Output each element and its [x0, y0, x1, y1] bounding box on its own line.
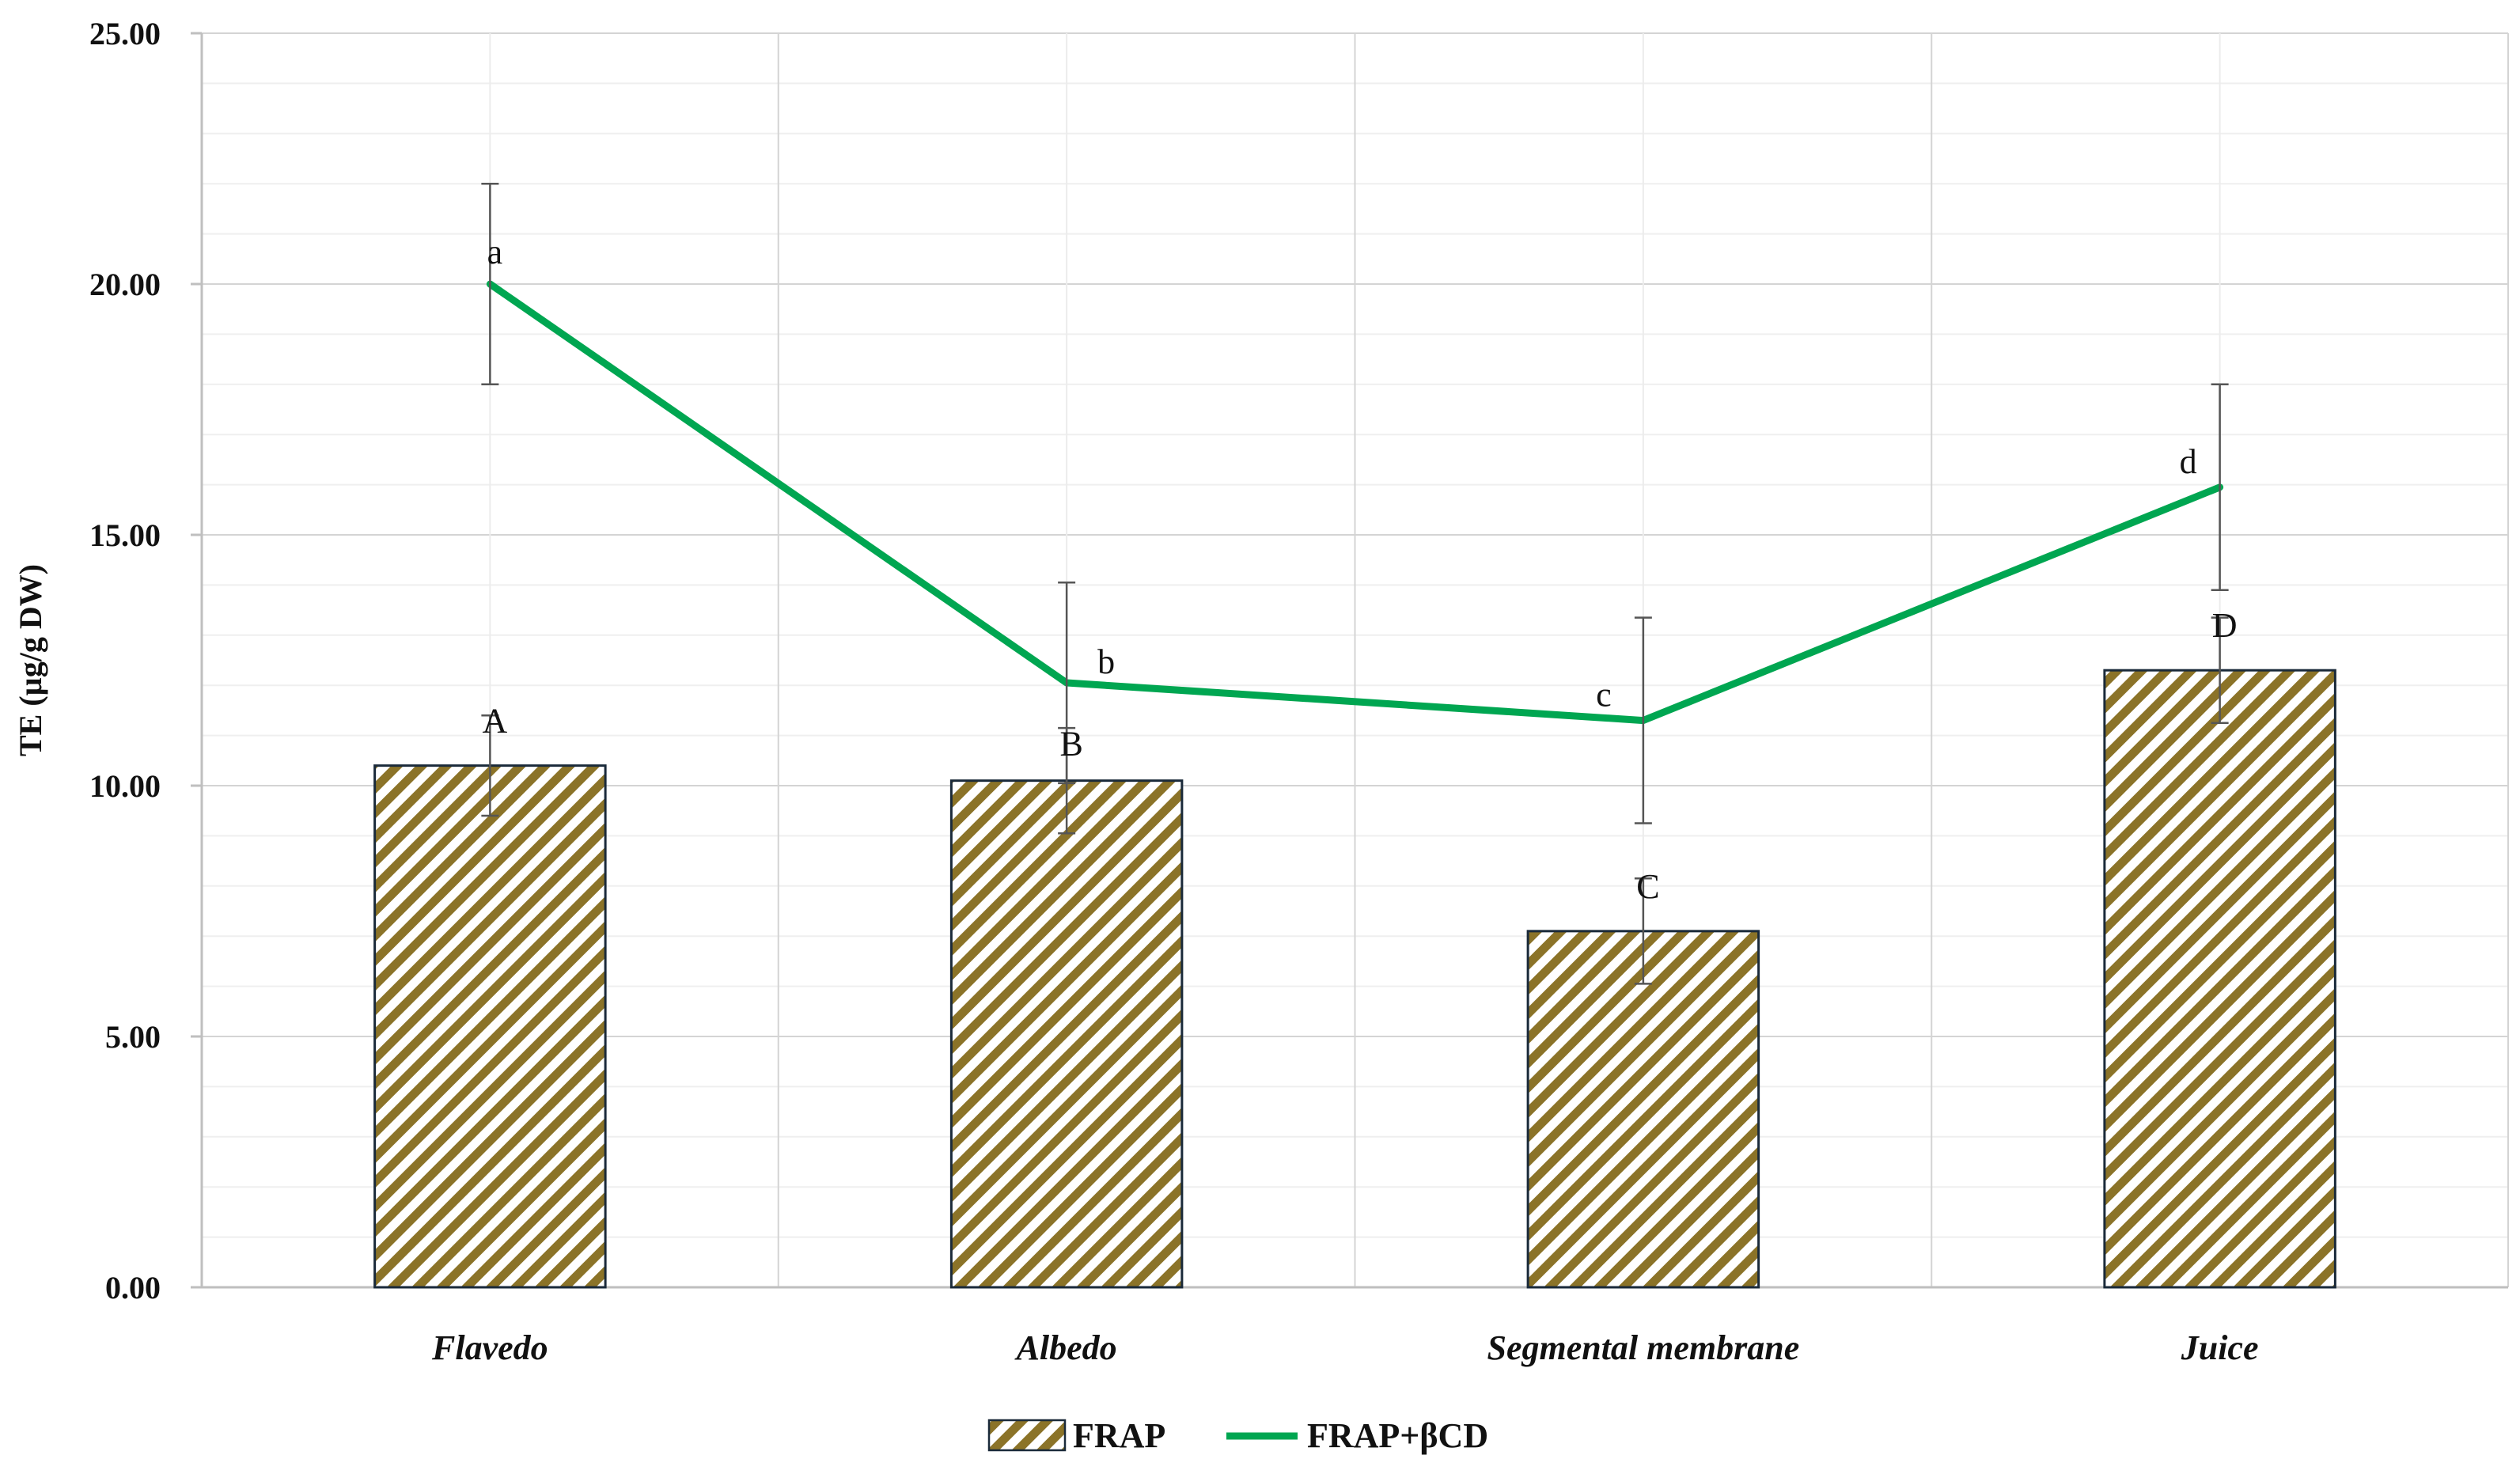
x-category-label: Flavedo	[431, 1328, 548, 1367]
frap-bcd-error-bar	[2211, 383, 2229, 591]
frap-bcd-error-bar	[481, 182, 499, 386]
frap-error-bar	[2211, 616, 2229, 724]
x-category-label: Juice	[2181, 1328, 2259, 1367]
frap-bcd-significance-label: a	[487, 233, 503, 271]
frap-bar	[2103, 669, 2336, 1289]
frap-bar	[1526, 930, 1760, 1289]
frap-bar	[949, 779, 1184, 1289]
frap-bcd-error-bar	[1058, 581, 1076, 785]
frap-bcd-significance-label: b	[1097, 642, 1115, 681]
frap-significance-label: C	[1636, 867, 1659, 906]
frap-error-bar	[481, 714, 499, 817]
x-category-label: Segmental membrane	[1487, 1328, 1799, 1367]
y-tick-label: 25.00	[89, 16, 161, 51]
frap-bar	[373, 764, 607, 1289]
line-series	[481, 182, 2229, 824]
labels: A B C Da b c d	[482, 233, 2237, 906]
frap-bcd-significance-label: c	[1596, 676, 1612, 714]
frap-bcd-significance-label: d	[2180, 442, 2197, 481]
y-axis-title: TE (µg/g DW)	[13, 564, 48, 756]
legend-label-frap-bcd: FRAP+βCD	[1307, 1416, 1488, 1455]
x-category-label: Albedo	[1014, 1328, 1117, 1367]
frap-bcd-line	[486, 280, 2224, 725]
frap-bcd-error-bar	[1634, 616, 1652, 824]
y-tick-label: 0.00	[105, 1270, 161, 1305]
frap-significance-label: A	[482, 702, 507, 741]
legend: FRAP FRAP+βCD	[987, 1416, 1488, 1455]
y-tick-label: 20.00	[89, 267, 161, 302]
legend-swatch-frap	[987, 1419, 1067, 1452]
y-tick-label: 5.00	[105, 1019, 161, 1055]
y-tick-label: 15.00	[89, 517, 161, 553]
frap-significance-label: B	[1059, 725, 1082, 764]
legend-label-frap: FRAP	[1073, 1416, 1165, 1455]
frap-error-bar	[1634, 877, 1652, 985]
bars	[373, 616, 2336, 1289]
y-tick-label: 10.00	[89, 768, 161, 804]
frap-significance-label: D	[2212, 606, 2238, 645]
axes: 0.00 5.00 10.00 15.00 20.00 25.00 TE (µg/g DW)…	[13, 16, 2508, 1367]
